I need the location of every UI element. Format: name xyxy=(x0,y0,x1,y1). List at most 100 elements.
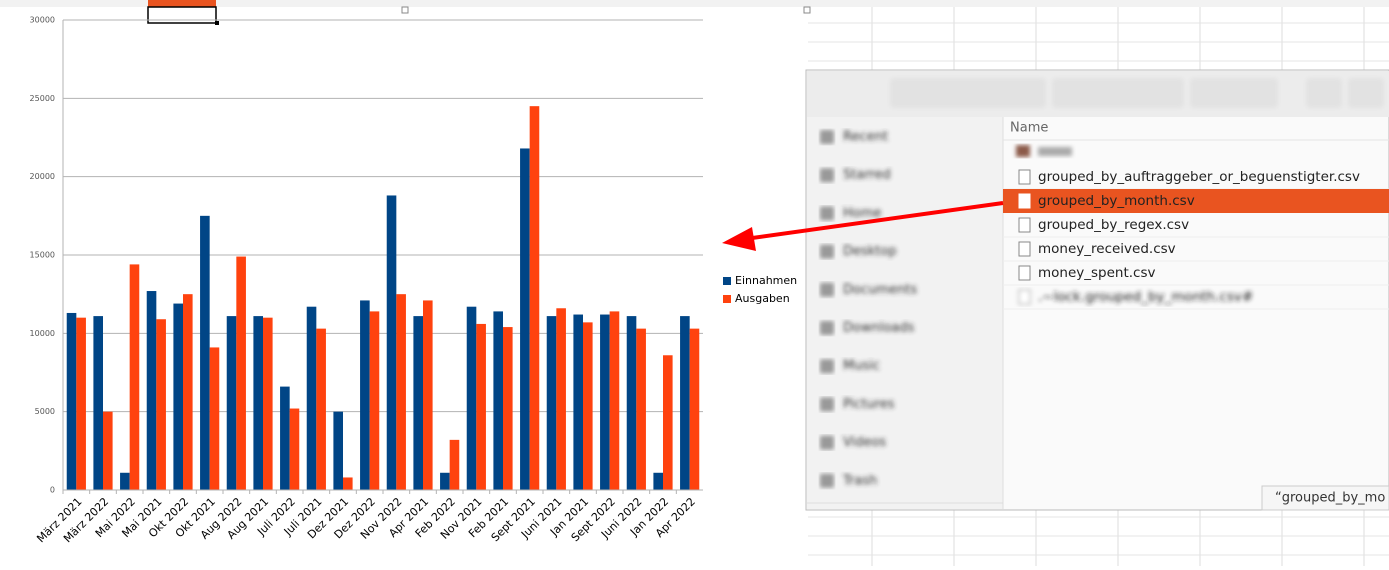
file-list: grouped_by_auftraggeber_or_beguenstigter… xyxy=(1003,169,1389,310)
selected-column-header[interactable] xyxy=(148,0,216,7)
sidebar-icon xyxy=(820,206,834,221)
sidebar-icon xyxy=(820,435,834,450)
bar xyxy=(396,294,406,490)
bar xyxy=(556,308,566,490)
sidebar-icon xyxy=(820,359,834,374)
bar xyxy=(209,347,220,490)
search-button[interactable] xyxy=(1306,78,1342,108)
y-tick-label: 5000 xyxy=(35,407,55,416)
bar xyxy=(369,311,380,490)
bar xyxy=(413,316,423,490)
bar xyxy=(503,327,513,490)
path-button[interactable] xyxy=(1052,78,1184,108)
selected-row xyxy=(1003,189,1389,213)
bar xyxy=(316,328,326,490)
path-button[interactable] xyxy=(1190,78,1278,108)
sidebar-item[interactable]: Downloads xyxy=(843,321,915,336)
sidebar-item[interactable]: Desktop xyxy=(843,244,897,259)
view-button[interactable] xyxy=(1348,78,1384,108)
bar xyxy=(423,300,433,490)
bar xyxy=(129,264,140,490)
file-row[interactable]: grouped_by_month.csv xyxy=(1018,193,1195,209)
file-row[interactable]: money_spent.csv xyxy=(1018,265,1156,281)
file-icon xyxy=(1018,265,1031,281)
arrow-head xyxy=(722,227,756,251)
bar xyxy=(226,316,237,490)
bar xyxy=(680,316,690,490)
bar xyxy=(333,411,343,490)
bar xyxy=(626,316,637,490)
bar xyxy=(289,408,300,490)
bar xyxy=(146,291,157,490)
file-name: .~lock.grouped_by_month.csv# xyxy=(1038,289,1253,305)
sidebar-icon xyxy=(820,282,834,297)
blurred-folder xyxy=(1016,145,1072,157)
legend-label: Ausgaben xyxy=(735,292,790,305)
column-header-bar xyxy=(0,0,1389,7)
y-tick-label: 20000 xyxy=(30,172,55,181)
sidebar-item[interactable]: Home xyxy=(843,206,881,221)
bar xyxy=(103,411,113,490)
bar xyxy=(200,215,210,491)
y-tick-label: 15000 xyxy=(30,251,55,260)
chart-handle xyxy=(803,6,811,14)
arrow-line xyxy=(744,201,1004,241)
sidebar-item[interactable]: Documents xyxy=(843,282,917,297)
sidebar-icon xyxy=(820,168,834,183)
bar xyxy=(609,311,620,490)
file-name: grouped_by_month.csv xyxy=(1038,193,1195,209)
bar xyxy=(263,317,273,490)
sidebar-item[interactable]: Music xyxy=(843,359,880,374)
bar xyxy=(449,439,460,490)
bar xyxy=(76,317,86,490)
file-icon xyxy=(1018,241,1031,257)
bar xyxy=(689,328,700,490)
bar xyxy=(93,316,103,490)
file-manager-window: Recent Starred Home Desktop Documents Downloa… xyxy=(805,69,1389,511)
sidebar-item[interactable]: Starred xyxy=(843,168,891,183)
bar xyxy=(173,303,183,490)
sidebar-item[interactable]: Pictures xyxy=(843,397,895,412)
bar xyxy=(583,322,593,490)
bar xyxy=(466,306,477,490)
bar xyxy=(520,148,530,490)
bar xyxy=(253,316,263,490)
folder-icon xyxy=(1016,145,1030,157)
bar xyxy=(183,294,193,490)
tooltip-text: “grouped_by_mo xyxy=(1275,491,1385,506)
path-button[interactable] xyxy=(890,78,1046,108)
sidebar-icon xyxy=(820,244,834,259)
y-tick-label: 0 xyxy=(50,486,55,495)
sidebar-item[interactable]: Recent xyxy=(843,130,888,145)
column-header[interactable]: Name xyxy=(1010,121,1048,136)
path-bar xyxy=(890,78,1384,108)
sidebar-icon xyxy=(820,130,834,144)
chart-handle xyxy=(401,6,409,14)
file-row[interactable]: money_received.csv xyxy=(1018,241,1176,257)
sidebar-icon xyxy=(820,473,834,488)
file-icon xyxy=(1018,193,1031,209)
legend-label: Einnahmen xyxy=(735,274,797,287)
bar xyxy=(653,472,663,490)
file-row[interactable]: grouped_by_regex.csv xyxy=(1018,217,1189,233)
bar xyxy=(493,311,503,490)
selected-cell[interactable] xyxy=(147,6,217,24)
sidebar-icon xyxy=(820,397,834,412)
file-name: grouped_by_regex.csv xyxy=(1038,217,1189,233)
file-name: money_received.csv xyxy=(1038,241,1176,257)
bar xyxy=(66,312,77,490)
bar xyxy=(600,314,610,490)
y-tick-label: 25000 xyxy=(30,94,55,103)
cell-handle xyxy=(215,21,219,25)
file-row[interactable]: .~lock.grouped_by_month.csv# xyxy=(1018,289,1253,305)
sidebar-item[interactable]: Videos xyxy=(843,435,886,450)
file-row[interactable]: grouped_by_auftraggeber_or_beguenstigter… xyxy=(1018,169,1360,185)
file-icon xyxy=(1018,217,1031,233)
sidebar-icon xyxy=(820,321,834,335)
bar xyxy=(386,195,397,490)
y-tick-label: 30000 xyxy=(30,16,55,25)
bar xyxy=(440,472,450,490)
sidebar-item[interactable]: Trash xyxy=(842,473,877,488)
bar xyxy=(156,319,166,490)
bar xyxy=(280,386,290,490)
